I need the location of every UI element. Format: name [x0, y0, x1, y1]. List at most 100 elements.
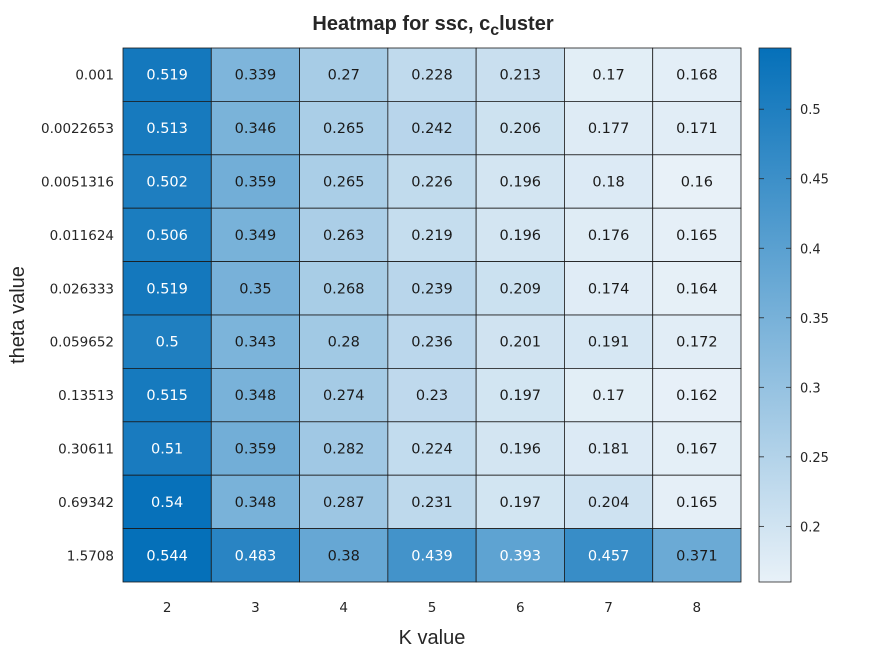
cell-value-label: 0.171 [676, 121, 718, 137]
cell-value-label: 0.177 [588, 121, 630, 137]
y-tick-label: 0.026333 [50, 281, 114, 297]
heatmap-cell [122, 528, 212, 583]
cell-value-label: 0.282 [323, 442, 365, 458]
cell-value-label: 0.348 [235, 388, 277, 404]
y-tick-label: 0.30611 [58, 442, 114, 458]
cell-value-label: 0.359 [235, 442, 277, 458]
heatmap-cell [475, 528, 565, 583]
y-tick-label: 0.13513 [58, 388, 114, 404]
heatmap-cell [475, 47, 565, 102]
cell-value-label: 0.339 [235, 68, 277, 84]
x-tick-label: 2 [163, 600, 172, 616]
y-axis-label: theta value [7, 266, 29, 364]
heatmap-cell [475, 421, 565, 476]
colorbar-tick-label: 0.2 [800, 520, 821, 535]
cell-value-label: 0.181 [588, 442, 630, 458]
y-tick-label: 0.0051316 [41, 175, 114, 191]
colorbar-tick-label: 0.45 [800, 173, 829, 188]
cell-value-label: 0.196 [500, 442, 542, 458]
heatmap-cell [387, 367, 477, 423]
heatmap-cell [475, 101, 565, 156]
cell-value-label: 0.265 [323, 175, 365, 191]
heatmap-cell [299, 314, 389, 369]
cell-value-label: 0.204 [588, 495, 630, 511]
cell-value-label: 0.346 [235, 121, 277, 137]
cell-value-label: 0.519 [146, 281, 188, 297]
heatmap-cell [299, 474, 389, 530]
heatmap-cell [387, 47, 477, 102]
cell-value-label: 0.224 [411, 442, 453, 458]
cell-value-label: 0.213 [500, 68, 542, 84]
cell-value-label: 0.165 [676, 495, 718, 511]
cell-value-label: 0.483 [235, 548, 277, 564]
cell-value-label: 0.172 [676, 335, 718, 351]
heatmap-cell [122, 261, 212, 316]
y-tick-label: 0.0022653 [41, 121, 114, 137]
cell-value-label: 0.176 [588, 228, 630, 244]
cell-value-label: 0.239 [411, 281, 453, 297]
cell-value-label: 0.16 [681, 175, 713, 191]
cell-value-label: 0.544 [146, 548, 188, 564]
cell-value-label: 0.349 [235, 228, 277, 244]
heatmap-cell [564, 421, 654, 476]
cell-value-label: 0.236 [411, 335, 453, 351]
cell-value-label: 0.167 [676, 442, 718, 458]
heatmap-cell [564, 101, 654, 156]
cell-value-label: 0.35 [239, 281, 271, 297]
cell-value-label: 0.242 [411, 121, 453, 137]
cell-value-label: 0.515 [146, 388, 188, 404]
heatmap-cell [652, 101, 742, 156]
colorbar-ticks: 0.2 0.25 0.3 0.35 0.4 0.45 0.5 [759, 103, 829, 535]
cell-value-label: 0.228 [411, 68, 453, 84]
cell-value-label: 0.201 [500, 335, 542, 351]
heatmap-cell [387, 154, 477, 209]
x-tick-label: 6 [516, 600, 525, 616]
cell-value-label: 0.439 [411, 548, 453, 564]
colorbar-tick-label: 0.35 [800, 312, 829, 327]
heatmap-cell [475, 474, 565, 530]
heatmap-cell [122, 421, 212, 476]
heatmap-cell [210, 314, 300, 369]
heatmap-cell [652, 154, 742, 209]
cell-value-label: 0.268 [323, 281, 365, 297]
x-tick-label: 5 [428, 600, 437, 616]
cell-value-label: 0.231 [411, 495, 453, 511]
heatmap-cell [475, 367, 565, 423]
heatmap-cell [299, 101, 389, 156]
colorbar-tick-label: 0.3 [800, 381, 821, 396]
cell-value-label: 0.506 [146, 228, 188, 244]
cell-value-label: 0.17 [592, 388, 624, 404]
heatmap-cell [299, 367, 389, 423]
y-tick-label: 0.011624 [50, 228, 114, 244]
colorbar [758, 47, 792, 583]
cell-value-label: 0.38 [328, 548, 360, 564]
x-tick-label: 7 [604, 600, 613, 616]
cell-value-label: 0.196 [500, 175, 542, 191]
cell-value-label: 0.287 [323, 495, 365, 511]
cell-value-label: 0.519 [146, 68, 188, 84]
cell-value-label: 0.196 [500, 228, 542, 244]
cell-value-label: 0.263 [323, 228, 365, 244]
cell-value-label: 0.359 [235, 175, 277, 191]
cell-value-label: 0.209 [500, 281, 542, 297]
cell-value-label: 0.18 [592, 175, 624, 191]
x-tick-label: 3 [251, 600, 260, 616]
cell-value-label: 0.274 [323, 388, 365, 404]
cell-value-label: 0.197 [500, 495, 542, 511]
y-tick-label: 1.5708 [67, 548, 114, 564]
cell-value-label: 0.502 [146, 175, 188, 191]
heatmap-cell [652, 367, 742, 423]
heatmap-cell [122, 367, 212, 423]
cell-value-label: 0.162 [676, 388, 718, 404]
heatmap-cell [475, 154, 565, 209]
cell-value-label: 0.164 [676, 281, 718, 297]
heatmap-cell [299, 47, 389, 102]
cell-value-label: 0.348 [235, 495, 277, 511]
cell-value-label: 0.17 [592, 68, 624, 84]
heatmap-cells [122, 47, 742, 583]
heatmap-cell [652, 314, 742, 369]
cell-value-label: 0.197 [500, 388, 542, 404]
heatmap-cell [122, 207, 212, 262]
heatmap-cell [210, 207, 300, 262]
